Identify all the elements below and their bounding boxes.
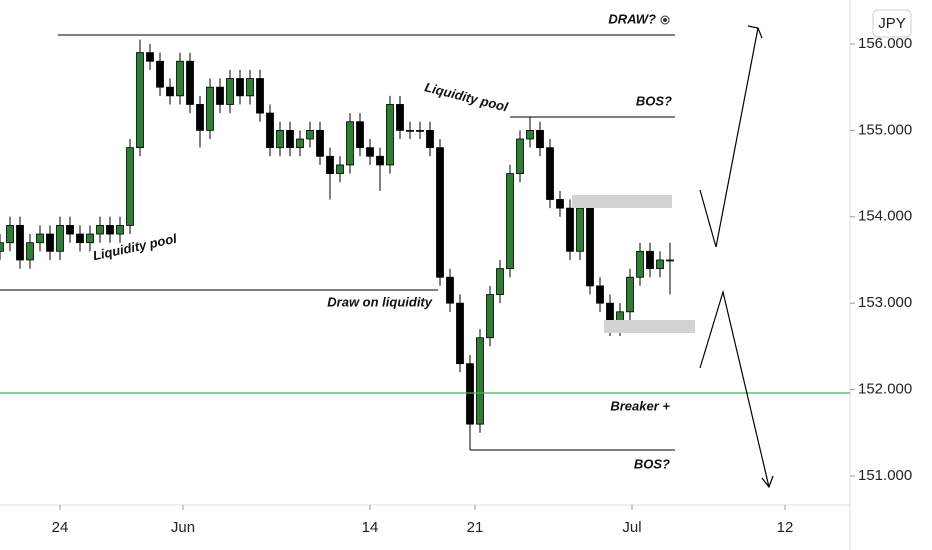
candle-body — [106, 225, 114, 235]
candle-body — [66, 225, 74, 235]
candle-body — [336, 164, 344, 174]
candle-body — [446, 276, 454, 304]
candle-body — [176, 60, 184, 97]
annotation: Breaker + — [610, 398, 670, 413]
y-tick-label: 155.000 — [858, 121, 912, 138]
candle-body — [416, 129, 424, 132]
candle-body — [146, 52, 154, 62]
candle-body — [156, 60, 164, 88]
candle-body — [656, 259, 664, 270]
candle-body — [376, 155, 384, 166]
y-tick-label: 156.000 — [858, 35, 912, 52]
candle-body — [636, 250, 644, 278]
candle-body — [466, 363, 474, 425]
candle-body — [226, 78, 234, 105]
candle-body — [576, 207, 584, 252]
candle-body — [646, 250, 654, 270]
candle-body — [126, 147, 134, 226]
candle-body — [526, 129, 534, 140]
projection-down — [699, 289, 770, 488]
annotation: Liquidity pool — [423, 79, 510, 114]
annotation: DRAW? — [608, 11, 656, 26]
candle-body — [366, 147, 374, 157]
plot — [0, 39, 674, 451]
candle-body — [0, 242, 4, 252]
x-tick-label: Jun — [171, 519, 195, 536]
candle-body — [566, 207, 574, 252]
candle-body — [626, 276, 634, 313]
candle-body — [276, 129, 284, 149]
candle-body — [586, 207, 594, 287]
icon — [663, 18, 667, 22]
candle-body — [476, 337, 484, 425]
annotation: BOS? — [636, 93, 672, 108]
candle-body — [196, 104, 204, 131]
currency-box — [872, 9, 912, 38]
candle-body — [596, 285, 604, 304]
annotation: Draw on liquidity — [327, 294, 432, 309]
candle-body — [76, 233, 84, 244]
candle-body — [286, 129, 294, 149]
candle-body — [246, 78, 254, 97]
candle-body — [96, 225, 104, 235]
candle-body — [486, 294, 494, 339]
y-tick-label: 153.000 — [858, 294, 912, 311]
candle-body — [236, 78, 244, 97]
arrow-head — [761, 475, 774, 489]
candle-body — [6, 225, 14, 244]
x-tick-label: 14 — [362, 519, 379, 536]
candle-body — [46, 233, 54, 252]
candle-body — [316, 129, 324, 157]
candle-body — [536, 129, 544, 149]
icon — [660, 15, 670, 25]
y-tick-label: 154.000 — [858, 208, 912, 225]
candle-body — [436, 147, 444, 278]
candle-body — [166, 86, 174, 97]
candle-body — [86, 233, 94, 244]
candle-body — [26, 242, 34, 261]
candle-body — [256, 78, 264, 114]
candle-body — [186, 60, 194, 105]
candle-body — [546, 147, 554, 200]
projection-up — [699, 27, 759, 248]
zone — [604, 320, 695, 333]
candle-body — [56, 225, 64, 252]
candle-body — [326, 155, 334, 174]
candle-body — [516, 138, 524, 174]
candle-body — [556, 199, 564, 209]
x-tick-label: 12 — [777, 519, 794, 536]
candle-body — [116, 225, 124, 235]
annotation: Liquidity pool — [92, 231, 179, 263]
candle-body — [496, 268, 504, 295]
candle-body — [216, 86, 224, 105]
candle-body — [356, 121, 364, 149]
candle-body — [306, 129, 314, 140]
arrow-head — [747, 25, 763, 39]
candle-body — [16, 225, 24, 261]
annotation: BOS? — [634, 456, 670, 471]
x-tick-label: Jul — [622, 519, 641, 536]
x-tick-label: 24 — [52, 519, 69, 536]
candle-body — [396, 104, 404, 131]
candle-body — [406, 129, 414, 132]
zone — [572, 195, 672, 208]
candle-body — [266, 112, 274, 149]
candle-body — [296, 138, 304, 149]
candle-body — [346, 121, 354, 166]
candle-body — [36, 233, 44, 244]
x-tick-label: 21 — [467, 519, 484, 536]
candle-body — [386, 104, 394, 166]
y-tick-label: 151.000 — [858, 467, 912, 484]
candle-body — [506, 173, 514, 270]
candle-body — [136, 52, 144, 149]
candle-body — [426, 129, 434, 149]
currency-label: JPY — [878, 15, 906, 32]
candle-body — [666, 259, 674, 262]
y-tick-label: 152.000 — [858, 381, 912, 398]
candle-body — [456, 302, 464, 365]
candle-body — [206, 86, 214, 131]
